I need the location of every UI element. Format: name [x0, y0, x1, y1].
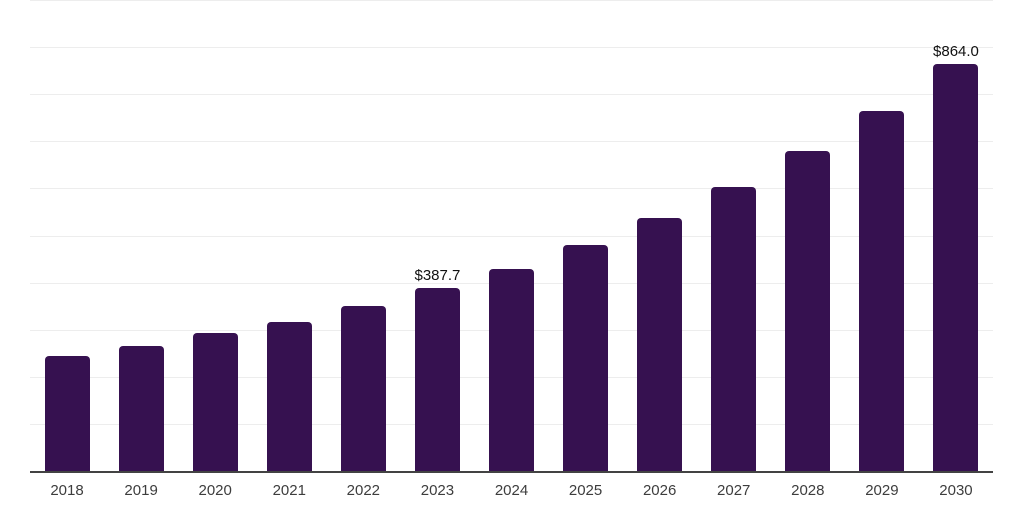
- bar-2023[interactable]: [414, 288, 460, 471]
- bar-2021[interactable]: [266, 321, 312, 471]
- x-tick-2030: 2030: [939, 482, 973, 499]
- x-tick-2021: 2021: [272, 482, 306, 499]
- bar-2019[interactable]: [118, 345, 164, 471]
- bar-2027[interactable]: [711, 186, 757, 471]
- bar-2020[interactable]: [192, 333, 238, 471]
- bar-2024[interactable]: [489, 268, 534, 471]
- gridline-900: [30, 47, 993, 49]
- x-tick-2019: 2019: [124, 482, 158, 499]
- x-tick-2020: 2020: [198, 482, 232, 499]
- value-label-2023: $387.7: [414, 267, 461, 285]
- gridline-500: [30, 235, 993, 237]
- bar-2018[interactable]: [44, 355, 90, 471]
- bar-2028[interactable]: [785, 151, 831, 471]
- x-tick-2029: 2029: [865, 482, 899, 499]
- bar-2025[interactable]: [563, 244, 609, 471]
- gridline-1000: [30, 0, 993, 1]
- bar-2026[interactable]: [637, 218, 683, 471]
- x-tick-2018: 2018: [50, 482, 84, 499]
- x-tick-2023: 2023: [420, 482, 455, 499]
- bar-2022[interactable]: [340, 305, 386, 471]
- bar-2029[interactable]: [859, 110, 905, 471]
- x-tick-2027: 2027: [717, 482, 751, 499]
- x-tick-2022: 2022: [346, 482, 381, 499]
- bar-2030[interactable]: [933, 64, 979, 471]
- x-tick-2028: 2028: [791, 482, 825, 499]
- gridline-600: [30, 188, 993, 190]
- x-tick-2025: 2025: [568, 482, 603, 499]
- x-axis: 2018 2019 2020 2021 2022 2023 2024 2025 2026 2027…: [30, 482, 993, 505]
- x-tick-2024: 2024: [494, 482, 529, 499]
- x-tick-2026: 2026: [642, 482, 677, 499]
- gridline-800: [30, 94, 993, 96]
- value-label-2030: $864.0: [933, 43, 979, 61]
- gridline-700: [30, 141, 993, 143]
- plot-area: $387.7 $864.0: [30, 0, 993, 473]
